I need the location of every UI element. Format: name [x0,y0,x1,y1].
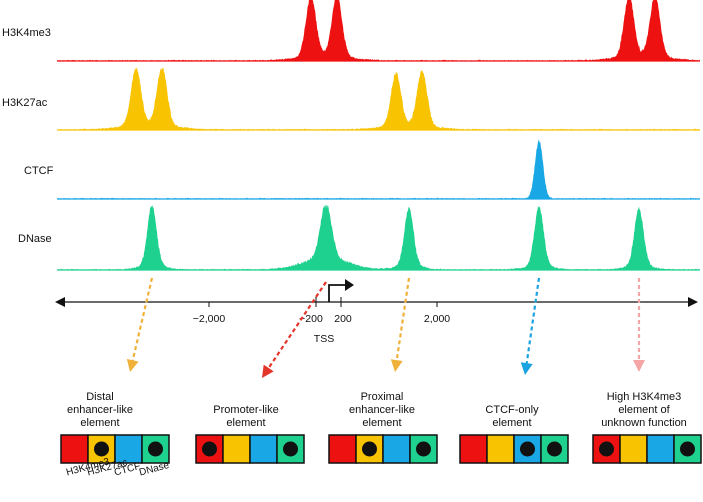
mark-cell-h3k27ac [486,434,515,464]
track-h3k4me3 [57,0,700,62]
mark-box-promoter [195,434,305,464]
caption-proximal-line3: element [362,417,401,429]
arrow-line-proximal [395,277,411,363]
mark-boxes [60,434,702,464]
caption-distal: Distal enhancer-like element [67,391,133,429]
tick-label-minus-2000: −2,000 [193,313,226,325]
mark-box-ctcf_only [459,434,569,464]
element-arrows [126,277,645,378]
caption-high-h3k4me3-line2: element of [618,404,670,416]
mark-cell-dnase [276,434,305,464]
track-label-ctcf: CTCF [24,165,54,177]
mark-cell-dnase [409,434,438,464]
track-signal-dnase [57,204,700,270]
track-label-dnase: DNase [18,233,52,245]
track-ctcf [57,139,700,200]
mark-dot-h3k27ac [362,441,377,457]
arrowhead-proximal [390,359,403,372]
caption-proximal: Proximal enhancer-like element [349,391,415,429]
arrowhead-high_h3k4me3 [633,360,645,372]
mark-cell-h3k27ac [222,434,251,464]
mark-box-distal [60,434,170,464]
caption-ctcf-only-line1: CTCF-only [485,404,539,416]
caption-promoter: Promoter-like element [213,404,278,429]
mark-cell-h3k4me3 [60,434,89,464]
tss-label: TSS [314,333,334,345]
tss-arrow [328,284,348,302]
mark-cell-h3k27ac [355,434,384,464]
mark-box-high_h3k4me3 [592,434,702,464]
mark-dot-h3k4me3 [202,441,217,457]
signal-tracks [57,0,700,271]
track-label-h3k27ac: H3K27ac [2,97,48,109]
mark-cell-ctcf [382,434,411,464]
mark-dot-dnase [416,441,431,457]
track-signal-h3k4me3 [57,0,700,61]
tick-label-2000: 2,000 [424,313,450,325]
track-dnase [57,204,700,271]
caption-proximal-line1: Proximal [361,391,404,403]
mark-cell-ctcf [646,434,675,464]
mark-dot-dnase [547,441,562,457]
arrow-line-distal [131,277,154,363]
caption-high-h3k4me3: High H3K4me3 element of unknown function [601,391,687,429]
caption-distal-line1: Distal [86,391,114,403]
mark-cell-ctcf [249,434,278,464]
caption-promoter-line1: Promoter-like [213,404,278,416]
track-h3k27ac [57,67,700,131]
arrow-line-ctcf_only [525,277,541,366]
caption-ctcf-only-line2: element [492,417,531,429]
mark-dot-dnase [148,441,163,457]
track-label-h3k4me3: H3K4me3 [2,27,51,39]
tick-label-200: 200 [334,313,352,325]
mark-dot-h3k27ac [94,441,109,457]
caption-ctcf-only: CTCF-only element [485,404,539,429]
genomic-axis: −2,000 −200 200 2,000 TSS [55,279,698,345]
mark-dot-h3k4me3 [599,441,614,457]
tick-label-minus-200: −200 [299,313,323,325]
mark-dot-dnase [283,441,298,457]
mark-dot-dnase [680,441,695,457]
mark-dot-ctcf [520,441,535,457]
track-signal-ctcf [57,139,700,199]
axis-arrow-left [55,297,65,307]
caption-proximal-line2: enhancer-like [349,404,415,416]
mark-cell-dnase [673,434,702,464]
axis-arrow-right [688,297,698,307]
caption-high-h3k4me3-line1: High H3K4me3 [607,391,682,403]
arrow-line-promoter [266,281,327,371]
arrowhead-ctcf_only [520,362,533,375]
caption-distal-line2: enhancer-like [67,404,133,416]
caption-promoter-line2: element [226,417,265,429]
mark-box-proximal [328,434,438,464]
caption-distal-line3: element [80,417,119,429]
arrowhead-distal [126,358,139,372]
mark-cell-h3k4me3 [328,434,357,464]
mark-cell-h3k4me3 [459,434,488,464]
mark-cell-h3k27ac [619,434,648,464]
caption-high-h3k4me3-line3: unknown function [601,417,687,429]
arrowhead-promoter [262,364,274,378]
tss-arrowhead [345,279,354,291]
track-signal-h3k27ac [57,67,700,130]
